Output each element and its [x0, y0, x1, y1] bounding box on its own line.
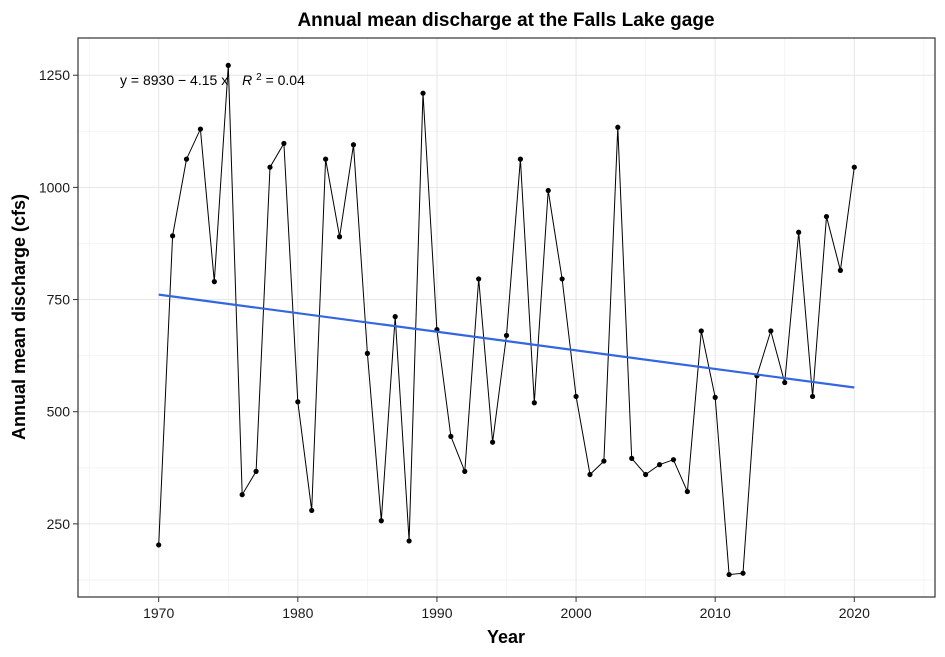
data-point: [170, 233, 176, 239]
data-point: [489, 439, 496, 445]
x-tick-label: 1990: [421, 605, 452, 621]
svg-text:y = 8930 − 4.15 x R: y = 8930 − 4.15 x R 2 = 0.04: [120, 72, 305, 89]
data-point: [823, 213, 830, 220]
data-point: [712, 394, 718, 400]
y-tick-label: 1250: [39, 67, 70, 83]
chart-title: Annual mean discharge at the Falls Lake …: [297, 10, 714, 31]
r2-label: R: [242, 72, 252, 88]
data-point: [323, 156, 329, 162]
data-point: [643, 471, 649, 478]
y-axis-title: Annual mean discharge (cfs): [9, 194, 29, 440]
data-point: [670, 457, 677, 463]
x-axis: 1970 1980 1990 2000 2010 2020: [143, 597, 870, 621]
data-point: [476, 276, 482, 282]
data-point: [462, 468, 468, 474]
data-point: [406, 538, 412, 544]
data-point: [197, 126, 204, 132]
data-point: [517, 156, 524, 162]
data-point: [336, 234, 343, 240]
y-tick-label: 500: [47, 404, 71, 420]
series-layer: [156, 62, 857, 578]
data-point: [350, 142, 357, 148]
data-point: [253, 468, 259, 474]
data-point: [267, 164, 273, 170]
data-point: [295, 399, 301, 405]
x-axis-title: Year: [487, 627, 525, 647]
data-point: [740, 570, 746, 576]
data-point: [809, 393, 816, 400]
data-point: [726, 571, 732, 578]
x-tick-label: 2020: [839, 605, 870, 621]
equation-text: y = 8930 − 4.15 x: [120, 72, 228, 88]
data-point: [364, 350, 370, 356]
x-tick-label: 1980: [282, 605, 313, 621]
trend-line: [158, 293, 855, 389]
grid: [78, 38, 935, 597]
y-axis: 250 500 750 1000 1250: [39, 67, 78, 532]
data-point: [768, 328, 774, 334]
data-point: [837, 267, 843, 273]
x-tick-label: 2000: [560, 605, 591, 621]
r2-value: = 0.04: [266, 72, 306, 88]
data-point: [183, 156, 190, 162]
data-point: [782, 379, 788, 386]
data-point: [559, 276, 565, 282]
data-point: [573, 393, 579, 400]
data-point: [545, 187, 551, 194]
data-point: [684, 488, 690, 495]
data-point: [392, 314, 398, 320]
y-tick-label: 750: [47, 292, 71, 308]
data-point: [698, 328, 704, 334]
x-tick-label: 1970: [143, 605, 174, 621]
y-tick-label: 1000: [39, 179, 70, 195]
data-point: [448, 433, 454, 439]
data-point: [420, 90, 426, 96]
data-point: [629, 455, 635, 461]
data-point: [378, 518, 384, 524]
data-point: [656, 462, 663, 468]
data-point: [503, 332, 510, 339]
r2-exponent: 2: [256, 72, 262, 83]
data-point: [796, 229, 802, 235]
data-point: [531, 400, 537, 406]
data-point: [211, 279, 217, 285]
x-tick-label: 2010: [700, 605, 731, 621]
data-point: [615, 124, 621, 130]
data-point: [281, 140, 287, 147]
y-tick-label: 250: [47, 516, 71, 532]
data-point: [156, 542, 162, 548]
data-point: [601, 458, 607, 464]
data-point: [225, 62, 231, 68]
data-point: [239, 492, 245, 498]
regression-equation: y = 8930 − 4.15 x R 2 = 0.04: [120, 72, 305, 89]
data-point: [851, 164, 857, 170]
plot-panel-border: [77, 37, 936, 598]
data-point: [587, 471, 593, 478]
data-point: [309, 507, 315, 514]
